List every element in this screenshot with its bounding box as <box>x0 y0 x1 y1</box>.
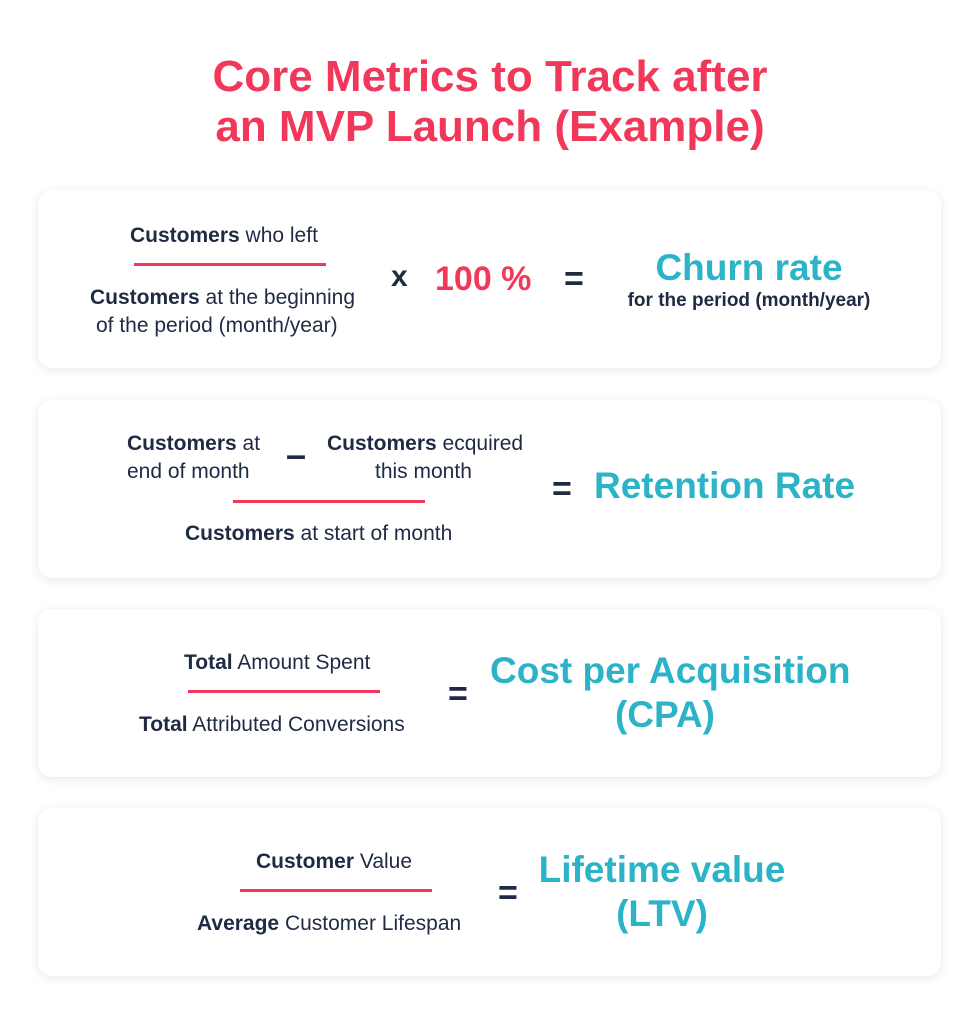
ltv-result: Lifetime value (LTV) <box>532 848 792 936</box>
retention-rate-result: Retention Rate <box>594 465 856 506</box>
cpa-result: Cost per Acquisition (CPA) <box>490 649 851 737</box>
ltv-card: Customer Value Average Customer Lifespan… <box>38 808 941 976</box>
ltv-numerator: Customer Value <box>256 850 413 873</box>
ltv-equals-sign: = <box>498 874 518 912</box>
cpa-numerator: Total Amount Spent <box>184 651 371 674</box>
churn-equals-sign: = <box>564 260 584 298</box>
churn-rate-result: Churn rate <box>655 247 843 288</box>
cpa-fraction-bar <box>188 690 380 693</box>
retention-term1-line-2: end of month <box>127 460 250 483</box>
churn-denominator-line-1: Customers at the beginning <box>90 286 355 309</box>
retention-rate-card: Customers at end of month – Customers ec… <box>38 400 941 578</box>
cpa-result-line-2: (CPA) <box>614 694 715 735</box>
churn-denominator-line-2: of the period (month/year) <box>96 314 338 337</box>
retention-term1-line-1: Customers at <box>127 432 261 455</box>
retention-denominator: Customers at start of month <box>185 522 453 545</box>
cpa-card: Total Amount Spent Total Attributed Conv… <box>38 609 941 777</box>
title-line-1: Core Metrics to Track after <box>212 52 768 101</box>
ltv-denominator: Average Customer Lifespan <box>197 912 462 935</box>
page-title: Core Metrics to Track after an MVP Launc… <box>0 52 980 152</box>
ltv-fraction-bar <box>240 889 432 892</box>
retention-equals-sign: = <box>552 470 572 508</box>
churn-fraction-bar <box>134 263 326 266</box>
minus-sign: – <box>286 434 307 475</box>
ltv-result-line-2: (LTV) <box>616 893 708 934</box>
retention-term2-line-1: Customers ecquired <box>327 432 524 455</box>
retention-fraction-bar <box>233 500 425 503</box>
cpa-denominator: Total Attributed Conversions <box>139 713 405 736</box>
churn-numerator: Customers who left <box>130 224 318 247</box>
hundred-percent: 100 % <box>435 260 532 298</box>
ltv-result-line-1: Lifetime value <box>538 849 786 890</box>
churn-rate-card: Customers who left Customers at the begi… <box>38 190 941 368</box>
multiply-sign: x <box>391 260 408 293</box>
cpa-result-line-1: Cost per Acquisition <box>490 650 851 691</box>
cpa-equals-sign: = <box>448 675 468 713</box>
title-line-2: an MVP Launch (Example) <box>215 102 765 151</box>
retention-term2-line-2: this month <box>375 460 472 483</box>
churn-rate-period: for the period (month/year) <box>627 290 871 311</box>
